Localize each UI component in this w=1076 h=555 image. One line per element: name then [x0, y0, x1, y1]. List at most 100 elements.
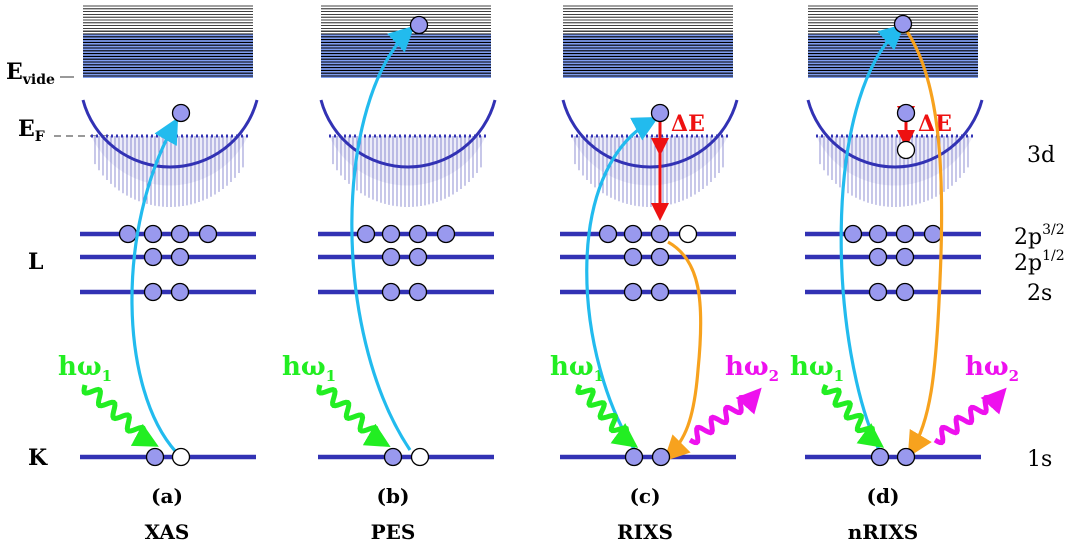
electron-2s: [650, 282, 670, 302]
valence-fill: [571, 136, 728, 186]
electron-2p12: [408, 247, 428, 267]
electron-1s: [383, 447, 403, 467]
panel-c-photon-out-wave: [688, 387, 762, 446]
orbital-2s-label: 2s: [1027, 281, 1052, 306]
orbital-3d-label: 3d: [1027, 143, 1055, 168]
electron-2p32: [436, 224, 456, 244]
electron-2p32: [843, 224, 863, 244]
valence-fill: [91, 136, 248, 186]
electron-2p12: [381, 247, 401, 267]
panel-c-continuum: [563, 5, 733, 78]
hole-2p32: [678, 224, 698, 244]
electron-2s: [381, 282, 401, 302]
diagram-shapes: [80, 5, 1007, 467]
left-labels: Evide EF L K: [6, 59, 110, 471]
electron-1s: [624, 447, 644, 467]
panel-a-absorption-arrow: [130, 117, 179, 454]
electron-2p32: [143, 224, 163, 244]
electron-2s: [868, 282, 888, 302]
electron-2p32: [356, 224, 376, 244]
panel-a-continuum: [83, 5, 253, 78]
electron-2p12: [623, 247, 643, 267]
valence-hole: [896, 140, 916, 160]
panel-d-photon-out-wave: [933, 387, 1007, 446]
panel-c-photon-in-wave: [575, 383, 639, 448]
valence-fill: [816, 136, 973, 186]
panel-b-photon-in-wave: [316, 384, 391, 448]
panel-c: [560, 5, 739, 460]
panel-d-absorption-arrow: [839, 23, 905, 453]
valence-outline: [319, 99, 497, 169]
electron-2p32: [623, 224, 643, 244]
hole-1s: [171, 447, 191, 467]
panel-b-photoemission-arrow: [350, 25, 415, 451]
panel-d-technique: nRIXS: [848, 520, 918, 544]
panel-d-photon-in-wave: [821, 383, 885, 448]
panel-d-valence-band: [806, 99, 984, 207]
electron-2p32: [923, 224, 943, 244]
panel-c-emission-arrow: [663, 240, 703, 462]
panel-c-photon-out-label: hω2: [725, 352, 779, 385]
panel-c-absorption-arrow: [585, 116, 659, 453]
electron-2p32: [198, 224, 218, 244]
electron-2p12: [170, 247, 190, 267]
panel-b-valence-band: [319, 99, 497, 207]
panel-a-photon-in-label: hω1: [58, 352, 112, 385]
orbital-1s-label: 1s: [1027, 447, 1052, 472]
electron-2s: [408, 282, 428, 302]
panel-d-letter: (d): [867, 484, 900, 508]
electron-1s: [870, 447, 890, 467]
electron-2p32: [895, 224, 915, 244]
electron-2s: [623, 282, 643, 302]
panel-a-photon-in-wave: [81, 384, 159, 447]
electron-2s: [143, 282, 163, 302]
valence-outline: [561, 99, 739, 169]
valence-outline: [81, 99, 259, 169]
electron-2p12: [868, 247, 888, 267]
panel-b-photon-in-label: hω1: [282, 352, 336, 385]
panel-c-valence-band: [561, 99, 739, 207]
electron-2s: [170, 282, 190, 302]
electron-2p32: [868, 224, 888, 244]
electron-2p12: [895, 247, 915, 267]
panel-a-letter: (a): [151, 484, 183, 508]
valence-fill: [329, 136, 486, 186]
photon-labels: hω1 hω1 hω1 hω2 hω1 hω2: [58, 352, 1019, 385]
k-shell-label: K: [28, 445, 48, 471]
panel-b: [318, 5, 497, 460]
electron-2s: [895, 282, 915, 302]
e-f-label: EF: [18, 116, 45, 145]
panel-c-photon-in-label: hω1: [550, 352, 604, 385]
electron-2p12: [650, 247, 670, 267]
l-shell-label: L: [28, 249, 43, 275]
excited-electron: [896, 103, 916, 123]
electron-2p32: [381, 224, 401, 244]
e-vide-label: Evide: [6, 59, 55, 88]
electron-2p32: [170, 224, 190, 244]
panel-a-valence-band: [81, 99, 259, 207]
electron-1s: [145, 447, 165, 467]
panel-b-continuum: [321, 5, 491, 78]
orbital-2p32-label: 2p3/2: [1014, 222, 1065, 250]
captions: (a) XAS (b) PES (c) RIXS (d) nRIXS: [145, 484, 919, 544]
panel-c-delta-e-label: ΔE: [671, 111, 705, 137]
electron-2p32: [598, 224, 618, 244]
electron-2p12: [143, 247, 163, 267]
electron-2p32: [118, 224, 138, 244]
panel-b-letter: (b): [377, 484, 410, 508]
panel-b-technique: PES: [371, 520, 416, 544]
panel-d-continuum: [808, 5, 978, 78]
electron-1s: [896, 447, 916, 467]
panel-d-photon-out-label: hω2: [965, 352, 1019, 385]
electron-2p32: [408, 224, 428, 244]
panel-c-technique: RIXS: [617, 520, 673, 544]
right-labels: 3d 2p3/2 2p1/2 2s 1s: [1014, 143, 1065, 472]
excited-electron: [650, 103, 670, 123]
emitted-electron: [409, 15, 429, 35]
excited-electron: [171, 103, 191, 123]
panel-d-photon-in-label: hω1: [790, 352, 844, 385]
panel-a-technique: XAS: [145, 520, 190, 544]
panel-d-emission-arrow: [904, 29, 944, 458]
